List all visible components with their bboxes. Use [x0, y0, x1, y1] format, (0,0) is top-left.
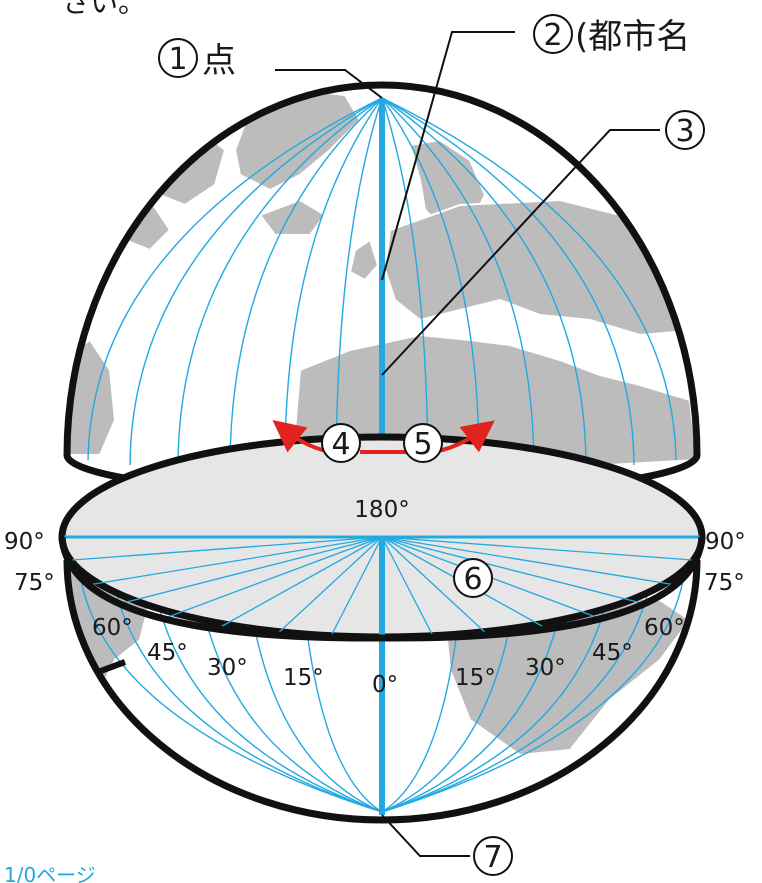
svg-text:5: 5	[413, 427, 432, 462]
point-label: 点	[202, 41, 236, 81]
label-2: 2 (都市名	[533, 14, 690, 57]
degree-90-right: 90°	[705, 529, 746, 555]
upper-hemisphere	[63, 81, 701, 499]
label-1: 1 点	[158, 38, 236, 81]
equatorial-plane	[58, 433, 706, 642]
leader-lines	[275, 31, 660, 857]
degree-15-right: 15°	[455, 665, 496, 691]
upper-landmass	[67, 88, 697, 471]
svg-text:2: 2	[543, 18, 562, 53]
degree-60-left: 60°	[92, 615, 133, 641]
label-5: 5	[403, 423, 443, 463]
degree-labels: 180° 90° 90° 75° 75° 60° 60° 45° 45° 30°…	[4, 497, 746, 698]
svg-text:1: 1	[168, 42, 187, 77]
degree-0: 0°	[372, 672, 398, 698]
bottom-fragment-text: 1/0ページ	[4, 863, 96, 883]
label-6: 6	[453, 558, 493, 598]
city-name-label: (都市名	[575, 17, 690, 57]
degree-30-right: 30°	[525, 655, 566, 681]
degree-45-left: 45°	[147, 640, 188, 666]
degree-15-left: 15°	[283, 665, 324, 691]
degree-90-left: 90°	[4, 529, 45, 555]
label-3: 3	[665, 110, 705, 150]
upper-meridians	[87, 97, 677, 481]
label-7: 7	[473, 836, 513, 876]
degree-30-left: 30°	[207, 655, 248, 681]
top-fragment-text: さい。	[62, 0, 146, 19]
svg-text:7: 7	[483, 840, 502, 875]
degree-75-left: 75°	[14, 570, 55, 596]
svg-text:4: 4	[331, 427, 350, 462]
degree-60-right: 60°	[644, 615, 685, 641]
degree-45-right: 45°	[592, 640, 633, 666]
svg-text:6: 6	[463, 562, 482, 597]
label-4: 4	[321, 423, 361, 463]
degree-75-right: 75°	[704, 570, 745, 596]
plane-rays	[71, 536, 693, 639]
degree-180: 180°	[354, 497, 409, 523]
svg-text:3: 3	[675, 114, 694, 149]
